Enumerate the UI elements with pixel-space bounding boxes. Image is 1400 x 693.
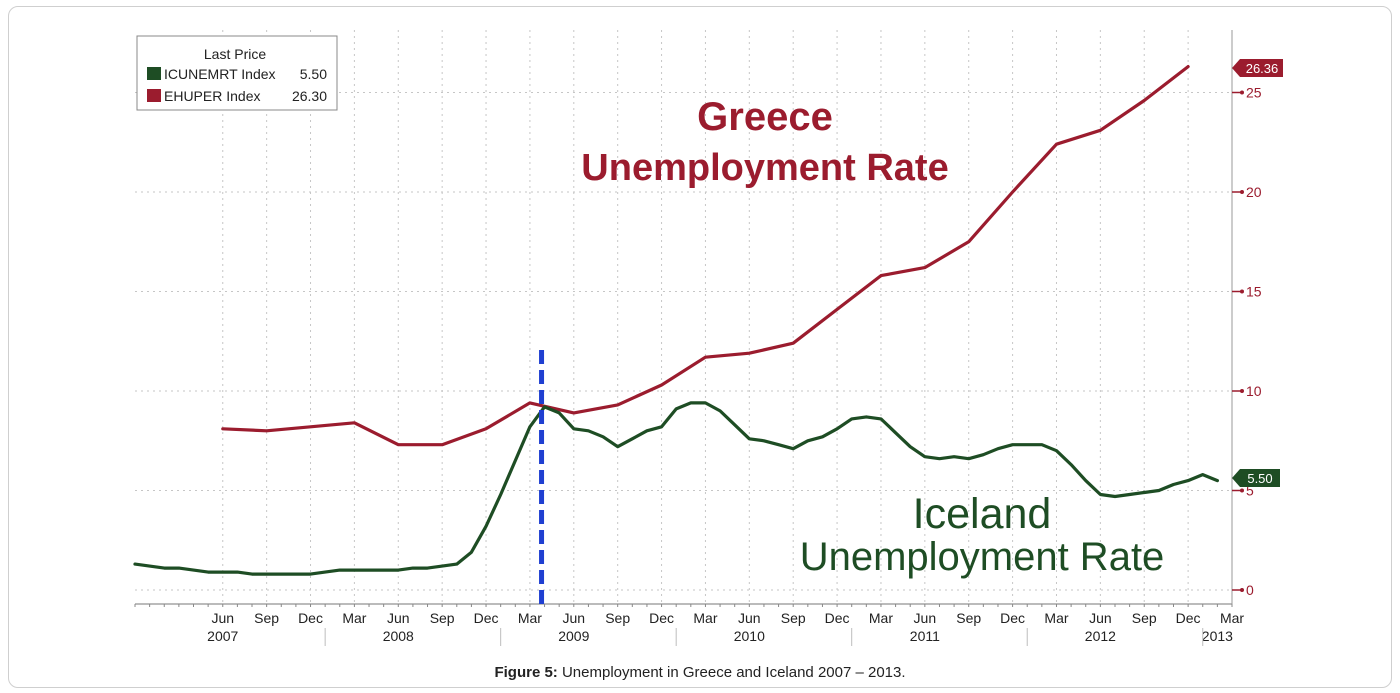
- x-tick-label: Jun: [211, 610, 234, 626]
- x-tick-label: Sep: [781, 610, 806, 626]
- legend-swatch-greece: [147, 89, 161, 102]
- legend-swatch-iceland: [147, 67, 161, 80]
- x-tick-label: Dec: [1176, 610, 1201, 626]
- grid: [135, 30, 1233, 604]
- last-value-tag-greece: 26.36: [1232, 59, 1283, 77]
- x-tick-label: Dec: [474, 610, 499, 626]
- x-year-label: 2008: [383, 628, 414, 644]
- x-tick-label: Jun: [1089, 610, 1112, 626]
- iceland-annotation-line2: Unemployment Rate: [800, 535, 1165, 579]
- x-tick-label: Dec: [825, 610, 850, 626]
- legend-box: [136, 35, 338, 111]
- x-tick-label: Mar: [342, 610, 366, 626]
- caption-text: Unemployment in Greece and Iceland 2007 …: [557, 664, 906, 681]
- y-tick-dot: [1240, 588, 1244, 592]
- legend: Last Price ICUNEMRT Index 5.50 EHUPER In…: [136, 35, 338, 111]
- y-tick-label: 15: [1246, 284, 1262, 300]
- x-tick-label: Jun: [914, 610, 937, 626]
- x-tick-label: Mar: [518, 610, 542, 626]
- greece-annotation-line1: Greece: [697, 95, 833, 139]
- figure-frame: [8, 6, 1392, 688]
- x-tick-label: Sep: [605, 610, 630, 626]
- x-tick-label: Mar: [693, 610, 717, 626]
- x-tick-label: Dec: [649, 610, 674, 626]
- legend-value-iceland: 5.50: [300, 66, 327, 82]
- iceland-annotation-line1: Iceland: [913, 490, 1052, 538]
- x-tick-label: Mar: [1220, 610, 1244, 626]
- x-tick-label: Mar: [869, 610, 893, 626]
- x-year-label: 2013: [1202, 628, 1233, 644]
- x-tick-label: Jun: [563, 610, 586, 626]
- x-tick-label: Dec: [1000, 610, 1025, 626]
- x-tick-label: Mar: [1044, 610, 1068, 626]
- chart: Jun Sep Dec Mar Jun Sep Dec Mar Jun Sep Dec Mar Jun S…: [133, 30, 1283, 646]
- x-tick-label: Jun: [738, 610, 761, 626]
- y-tick-dot: [1240, 389, 1244, 393]
- x-tick-label: Sep: [430, 610, 455, 626]
- figure-caption: Figure 5: Unemployment in Greece and Ice…: [0, 664, 1400, 681]
- y-tick-dot: [1240, 488, 1244, 493]
- x-year-label: 2009: [558, 628, 589, 644]
- series-line-greece: [221, 64, 1190, 447]
- legend-value-greece: 26.30: [292, 88, 327, 104]
- axes: Jun Sep Dec Mar Jun Sep Dec Mar Jun Sep Dec Mar Jun S…: [134, 30, 1262, 646]
- x-tick-label: Sep: [956, 610, 981, 626]
- last-value-iceland: 5.50: [1247, 471, 1272, 486]
- x-tick-label: Jun: [387, 610, 410, 626]
- y-tick-label: 25: [1246, 85, 1262, 101]
- last-value-greece: 26.36: [1246, 61, 1279, 76]
- x-tick-label: Dec: [298, 610, 323, 626]
- x-tick-label: Sep: [1132, 610, 1157, 626]
- legend-label-iceland: ICUNEMRT Index: [164, 66, 276, 82]
- greece-annotation-line2: Unemployment Rate: [581, 147, 948, 189]
- series: [133, 64, 1220, 576]
- y-tick-dot: [1240, 289, 1244, 294]
- caption-label: Figure 5:: [494, 664, 558, 681]
- x-year-label: 2012: [1085, 628, 1116, 644]
- x-tick-label: Sep: [254, 610, 279, 626]
- y-tick-label: 0: [1246, 582, 1254, 598]
- series-line-iceland: [133, 401, 1220, 576]
- legend-title: Last Price: [204, 46, 266, 62]
- legend-label-greece: EHUPER Index: [164, 88, 260, 104]
- y-tick-label: 10: [1246, 383, 1262, 399]
- x-year-label: 2007: [207, 628, 238, 644]
- last-value-tag-iceland: 5.50: [1232, 469, 1280, 487]
- x-year-label: 2011: [910, 628, 940, 644]
- y-tick-dot: [1240, 190, 1244, 194]
- y-tick-label: 5: [1246, 483, 1254, 499]
- y-tick-label: 20: [1246, 184, 1262, 200]
- y-tick-dot: [1240, 90, 1244, 95]
- x-year-label: 2010: [734, 628, 765, 644]
